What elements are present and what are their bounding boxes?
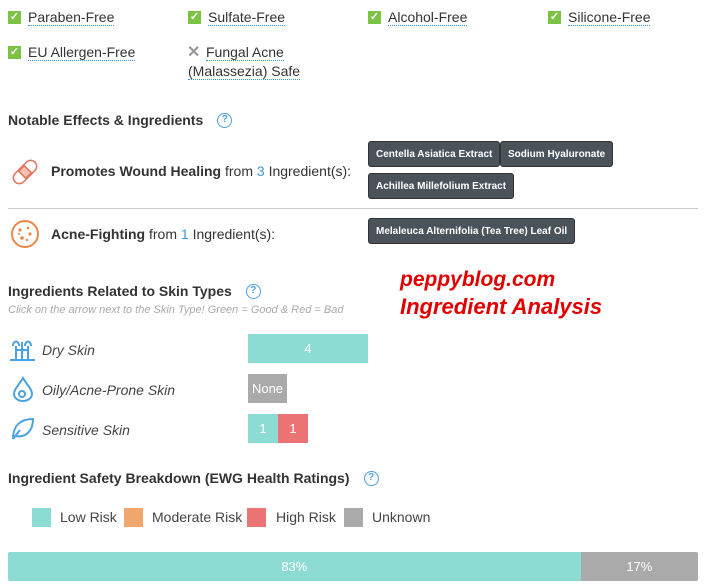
effect-wound-healing: Promotes Wound Healing from 3 Ingredient… xyxy=(51,163,352,179)
safety-bar-low-risk[interactable]: 83% xyxy=(8,552,581,581)
skin-types-header: Ingredients Related to Skin Types ? xyxy=(8,283,261,299)
legend-swatch-high xyxy=(247,508,266,527)
legend-unknown: Unknown xyxy=(372,509,431,525)
cross-icon: ✕ xyxy=(187,44,201,61)
skin-types-subtitle: Click on the arrow next to the Skin Type… xyxy=(8,304,344,316)
check-icon: ✓ xyxy=(548,11,561,24)
skin-types-title: Ingredients Related to Skin Types xyxy=(8,283,232,299)
effect-acne-fighting: Acne-Fighting from 1 Ingredient(s): xyxy=(51,226,276,242)
legend-swatch-unknown xyxy=(344,508,363,527)
safety-title: Ingredient Safety Breakdown (EWG Health … xyxy=(8,470,350,486)
badge-fungal-acne-safe-line2[interactable]: (Malassezia) Safe xyxy=(188,63,301,80)
sensitive-skin-good-bar[interactable]: 1 xyxy=(248,414,278,443)
ingredient-tag[interactable]: Achillea Millefolium Extract xyxy=(368,173,515,199)
badge-paraben-free[interactable]: Paraben-Free xyxy=(28,9,115,26)
check-icon: ✓ xyxy=(188,11,201,24)
safety-header: Ingredient Safety Breakdown (EWG Health … xyxy=(8,470,379,486)
legend-moderate-risk: Moderate Risk xyxy=(152,509,243,525)
check-icon: ✓ xyxy=(8,46,21,59)
legend-swatch-low xyxy=(32,508,51,527)
safety-bar-unknown[interactable]: 17% xyxy=(580,552,698,581)
help-icon[interactable]: ? xyxy=(245,283,261,299)
safety-bar: 83% 17% xyxy=(8,552,698,581)
skin-type-oily[interactable]: Oily/Acne-Prone Skin xyxy=(42,382,176,398)
ingredient-tag[interactable]: Melaleuca Alternifolia (Tea Tree) Leaf O… xyxy=(368,218,576,244)
dry-skin-icon xyxy=(10,340,35,361)
watermark-line1: peppyblog.com xyxy=(400,268,556,291)
dry-skin-good-bar[interactable]: 4 xyxy=(248,334,368,363)
oily-skin-none-bar[interactable]: None xyxy=(248,374,287,403)
skin-type-sensitive[interactable]: Sensitive Skin xyxy=(42,422,130,438)
badge-silicone-free[interactable]: Silicone-Free xyxy=(568,9,651,26)
ingredient-tag[interactable]: Sodium Hyaluronate xyxy=(500,141,614,167)
badge-eu-allergen-free[interactable]: EU Allergen-Free xyxy=(28,44,136,61)
legend-swatch-moderate xyxy=(124,508,143,527)
acne-icon xyxy=(11,220,39,248)
legend-high-risk: High Risk xyxy=(276,509,336,525)
help-icon[interactable]: ? xyxy=(217,112,233,128)
ingredient-tag[interactable]: Centella Asiatica Extract xyxy=(368,141,501,167)
skin-type-dry[interactable]: Dry Skin xyxy=(42,342,95,358)
notable-effects-header: Notable Effects & Ingredients ? xyxy=(8,112,233,128)
notable-effects-title: Notable Effects & Ingredients xyxy=(8,112,204,128)
badge-sulfate-free[interactable]: Sulfate-Free xyxy=(208,9,286,26)
sensitive-skin-bad-bar[interactable]: 1 xyxy=(278,414,308,443)
sensitive-skin-icon xyxy=(12,417,35,440)
badge-fungal-acne-safe[interactable]: Fungal Acne xyxy=(206,44,284,61)
watermark-line2: Ingredient Analysis xyxy=(400,294,603,319)
legend-low-risk: Low Risk xyxy=(60,509,117,525)
help-icon[interactable]: ? xyxy=(363,470,379,486)
oily-skin-icon xyxy=(12,376,34,402)
bandage-icon xyxy=(12,159,38,185)
divider xyxy=(8,208,698,209)
check-icon: ✓ xyxy=(8,11,21,24)
badge-alcohol-free[interactable]: Alcohol-Free xyxy=(388,9,468,26)
check-icon: ✓ xyxy=(368,11,381,24)
